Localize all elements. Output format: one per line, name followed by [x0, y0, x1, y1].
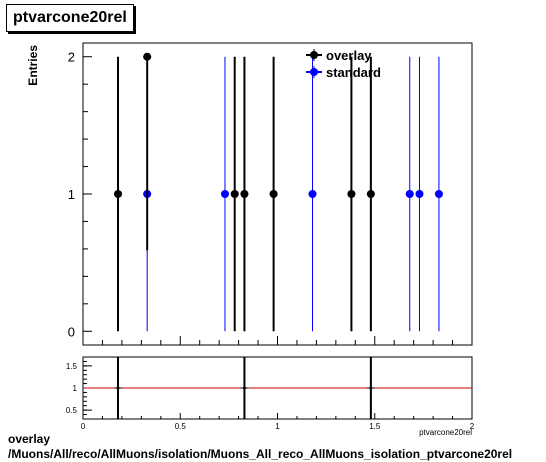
legend-overlay-label: overlay — [326, 48, 372, 63]
ratio-x-tick-label: 2 — [470, 422, 475, 431]
legend-standard-marker — [310, 68, 318, 76]
ratio-x-tick-label: 0.5 — [175, 422, 187, 431]
main-overlay-marker — [240, 190, 249, 198]
chart-title: ptvarcone20rel — [6, 4, 134, 32]
ratio-y-tick-label: 1 — [73, 384, 78, 393]
main-standard-marker — [405, 190, 414, 198]
main-overlay-marker — [269, 190, 278, 198]
main-overlay-marker — [366, 190, 375, 198]
ratio-x-tick-label: 0 — [81, 422, 86, 431]
main-standard-marker — [220, 190, 229, 198]
main-overlay-marker — [143, 52, 152, 61]
main-y-tick-label: 0 — [68, 324, 75, 339]
footer-line-2: /Muons/All/reco/AllMuons/isolation/Muons… — [8, 447, 513, 461]
main-standard-marker — [415, 190, 424, 198]
ratio-x-axis-label: ptvarcone20rel — [419, 428, 472, 437]
main-y-tick-label: 1 — [68, 187, 75, 202]
main-y-axis-label: Entries — [26, 45, 40, 86]
legend-standard-label: standard — [326, 65, 381, 80]
main-standard-marker — [434, 190, 443, 198]
ratio-y-tick-label: 0.5 — [66, 406, 78, 415]
main-overlay-marker — [230, 190, 239, 198]
main-y-tick-label: 2 — [68, 50, 75, 65]
ratio-ratio-marker — [242, 386, 246, 390]
ratio-x-tick-label: 1 — [275, 422, 280, 431]
legend-overlay-marker — [310, 51, 318, 59]
ratio-x-tick-label: 1.5 — [369, 422, 381, 431]
main-overlay-marker — [114, 190, 123, 198]
main-standard-marker — [308, 190, 317, 198]
footer-line-1: overlay — [8, 432, 51, 446]
ratio-ratio-marker — [116, 386, 120, 390]
main-overlay-marker — [347, 190, 356, 198]
ratio-y-tick-label: 1.5 — [66, 362, 78, 371]
ratio-ratio-marker — [369, 386, 373, 390]
